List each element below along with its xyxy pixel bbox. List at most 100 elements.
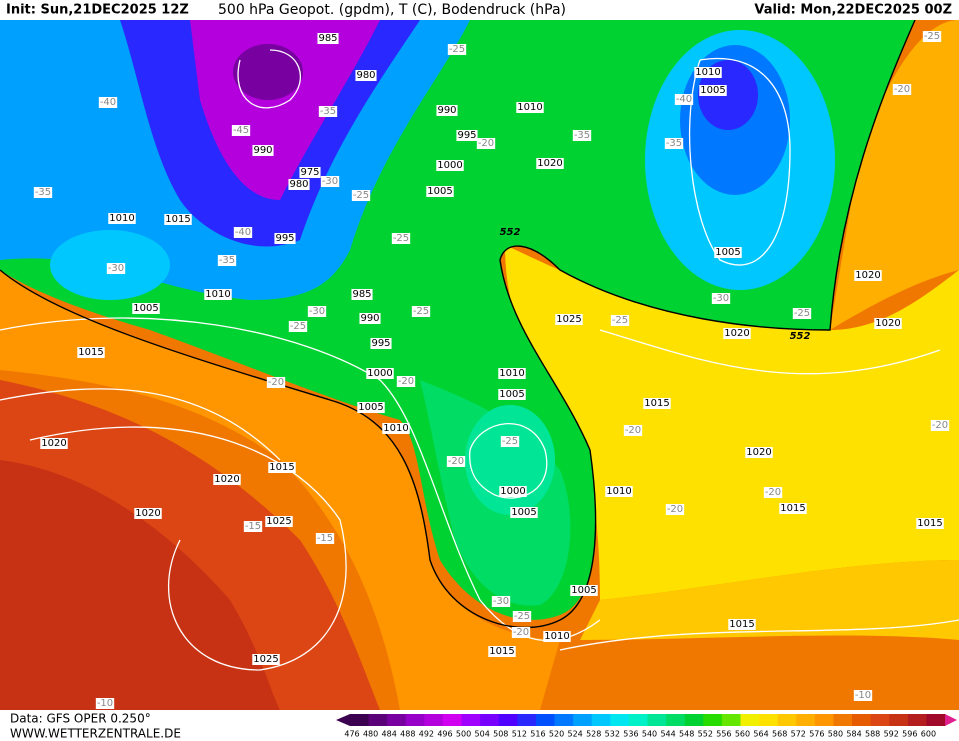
pressure-label-box: [570, 585, 598, 596]
temperature-label: -30: [493, 596, 509, 607]
pressure-label: 1005: [571, 585, 596, 596]
pressure-label: 1015: [729, 619, 754, 630]
temperature-label: -20: [667, 504, 683, 515]
pressure-label: 1005: [715, 247, 740, 258]
temperature-label: -20: [894, 84, 910, 95]
pressure-label-box: [436, 105, 458, 116]
pressure-label: 995: [457, 130, 476, 141]
temperature-label: -25: [924, 31, 940, 42]
colorbar-swatch: [684, 714, 704, 726]
temperature-label: -20: [268, 377, 284, 388]
colorbar-swatch: [721, 714, 741, 726]
temperature-label-box: [763, 487, 783, 498]
temperature-label-box: [266, 377, 286, 388]
colorbar-swatch: [591, 714, 611, 726]
pressure-label: 1005: [700, 85, 725, 96]
pressure-label-box: [370, 338, 392, 349]
pressure-label-box: [426, 186, 454, 197]
colorbar-label: 600: [921, 730, 936, 739]
pressure-label: 1015: [489, 646, 514, 657]
pressure-label-box: [366, 368, 394, 379]
pressure-label: 975: [300, 167, 319, 178]
temperature-label-box: [674, 94, 694, 105]
colorbar-label: 520: [549, 730, 564, 739]
colorbar-swatch: [480, 714, 500, 726]
temperature-label-box: [95, 698, 115, 709]
temperature-label-box: [33, 187, 53, 198]
colorbar-swatch: [889, 714, 909, 726]
colorbar-arrow-high: [945, 714, 957, 726]
pressure-label-box: [779, 503, 807, 514]
pressure-label-box: [265, 516, 293, 527]
temperature-label: -25: [290, 321, 306, 332]
colorbar-label: 584: [846, 730, 861, 739]
pressure-label: 1000: [500, 486, 525, 497]
temperature-label: -20: [932, 420, 948, 431]
colorbar-swatch: [405, 714, 425, 726]
pressure-label: 1025: [556, 314, 581, 325]
pressure-label-box: [510, 507, 538, 518]
pressure-label-box: [555, 314, 583, 325]
temperature-label-box: [98, 97, 118, 108]
pressure-label-box: [351, 289, 373, 300]
pressure-label: 1005: [499, 389, 524, 400]
colorbar-label: 524: [567, 730, 582, 739]
temperature-label-box: [892, 84, 912, 95]
colorbar-swatch: [647, 714, 667, 726]
pressure-label: 1005: [133, 303, 158, 314]
colorbar-swatch: [350, 714, 370, 726]
pressure-label-box: [728, 619, 756, 630]
colorbar-label: 592: [884, 730, 899, 739]
colorbar-label: 560: [735, 730, 750, 739]
colorbar-label: 580: [828, 730, 843, 739]
temperature-label-box: [318, 106, 338, 117]
temperature-label-box: [396, 376, 416, 387]
temperature-label-box: [665, 504, 685, 515]
init-time: Init: Sun,21DEC2025 12Z: [6, 3, 189, 18]
colorbar-swatch: [907, 714, 927, 726]
temperature-label-box: [243, 521, 263, 532]
colorbar-swatch: [573, 714, 593, 726]
colorbar-swatch: [852, 714, 872, 726]
temperature-label-box: [351, 190, 371, 201]
pressure-label: 980: [289, 179, 308, 190]
temperature-label: -40: [235, 227, 251, 238]
data-source: Data: GFS OPER 0.250°: [10, 712, 151, 726]
colorbar-label: 500: [456, 730, 471, 739]
temperature-label: -20: [765, 487, 781, 498]
pressure-label: 1010: [544, 631, 569, 642]
colorbar-swatch: [777, 714, 797, 726]
map-title: 500 hPa Geopot. (gpdm), T (C), Bodendruc…: [218, 2, 566, 18]
colorbar-swatch: [517, 714, 537, 726]
colorbar-label: 484: [382, 730, 397, 739]
pressure-label-box: [723, 328, 751, 339]
colorbar-label: 480: [363, 730, 378, 739]
temperature-label: -30: [309, 306, 325, 317]
colorbar-swatch: [535, 714, 556, 726]
colorbar-label: 548: [679, 730, 694, 739]
colorbar-label: 488: [400, 730, 415, 739]
temperature-label: -25: [612, 315, 628, 326]
temperature-label: -45: [233, 125, 249, 136]
colorbar-swatch: [833, 714, 853, 726]
colorbar-label: 476: [344, 730, 359, 739]
pressure-label-box: [77, 347, 105, 358]
temperature-label: -35: [320, 106, 336, 117]
pressure-label-box: [714, 247, 742, 258]
temperature-label: -15: [317, 533, 333, 544]
colorbar-swatch: [796, 714, 816, 726]
pressure-label-box: [456, 130, 478, 141]
temperature-label-box: [106, 263, 126, 274]
colorbar-swatch: [926, 714, 946, 726]
pressure-label: 1005: [511, 507, 536, 518]
temperature-label: -25: [514, 611, 530, 622]
pressure-label: 990: [437, 105, 456, 116]
site-name: WWW.WETTERZENTRALE.DE: [10, 727, 181, 741]
pressure-label: 980: [356, 70, 375, 81]
temperature-label: -20: [448, 456, 464, 467]
pressure-label-box: [164, 214, 192, 225]
temperature-label-box: [623, 425, 643, 436]
colorbar-label: 568: [772, 730, 787, 739]
pressure-label-box: [643, 398, 671, 409]
pressure-label: 1015: [780, 503, 805, 514]
